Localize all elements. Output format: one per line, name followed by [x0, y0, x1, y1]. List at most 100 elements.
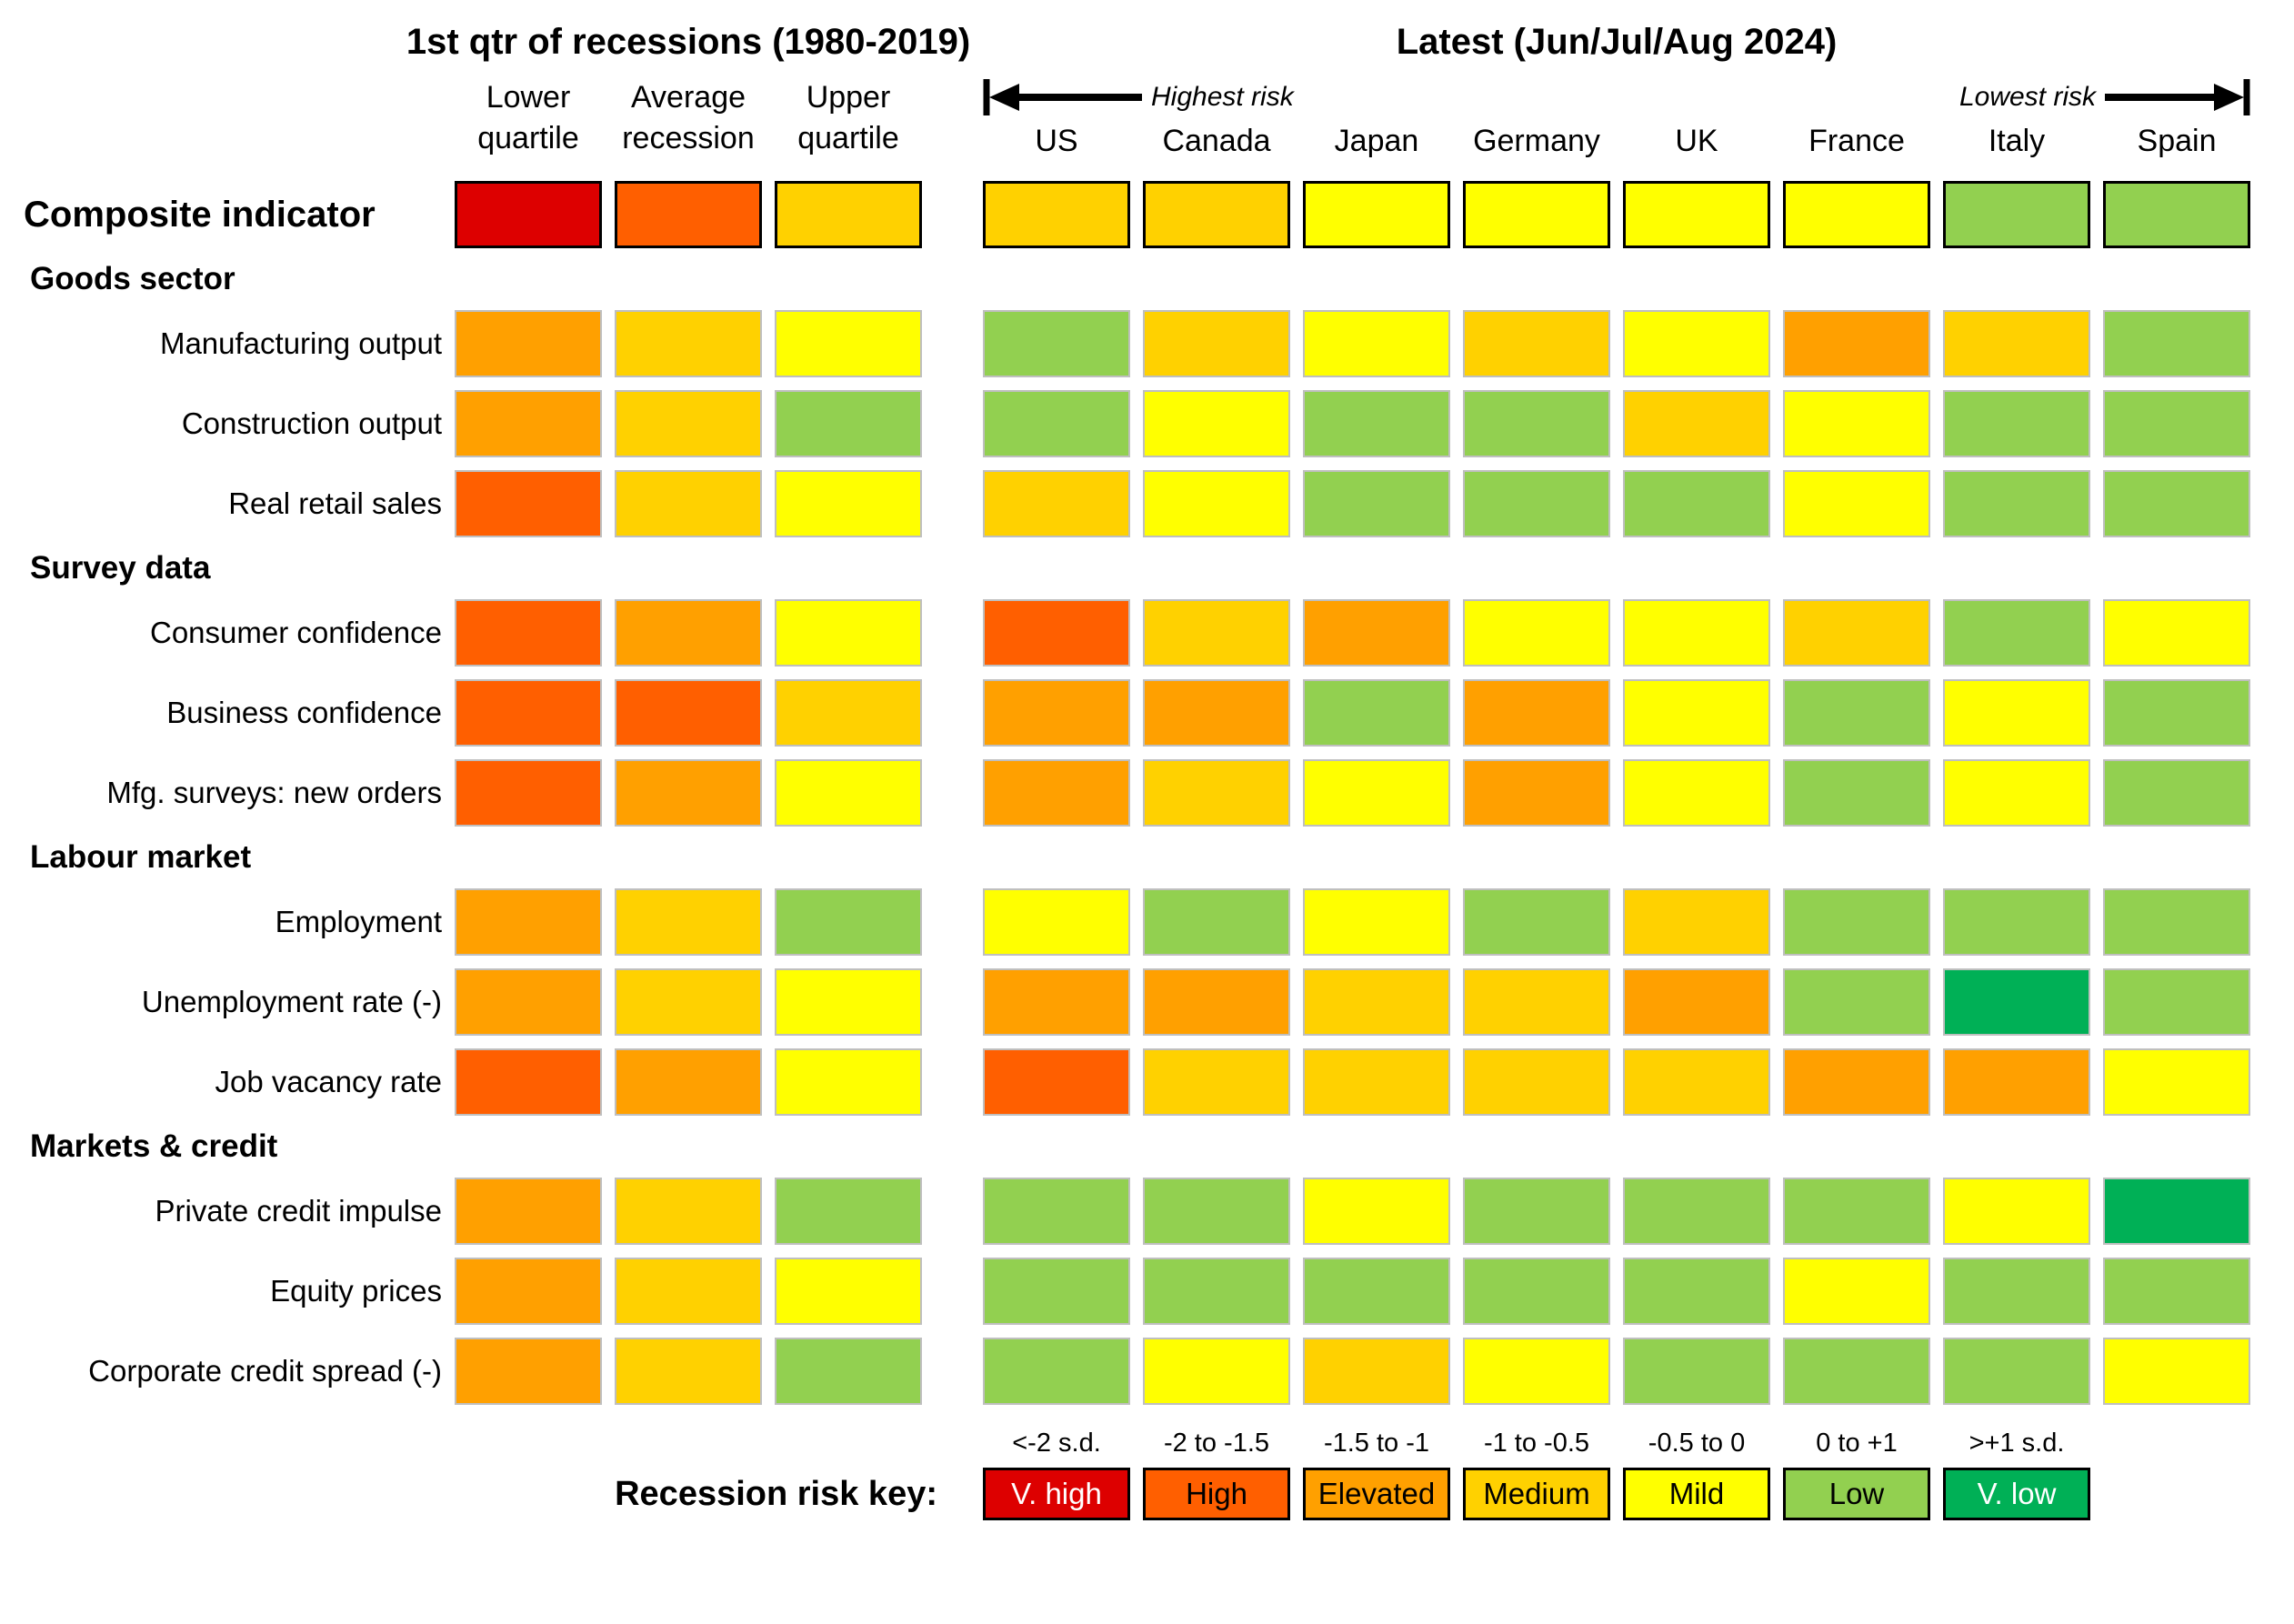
column-header-country: Canada — [1162, 124, 1271, 158]
heatmap-cell — [455, 1258, 602, 1325]
heatmap-cell — [2103, 1338, 2250, 1405]
heatmap-cell — [615, 390, 762, 457]
column-header-country: Italy — [1988, 124, 2046, 158]
heatmap-cell — [2103, 310, 2250, 377]
heatmap-cell — [1143, 1048, 1290, 1116]
heatmap-cell — [1623, 310, 1770, 377]
heatmap-cell — [775, 470, 922, 537]
heatmap-cell — [1143, 390, 1290, 457]
heatmap-cell — [1303, 470, 1450, 537]
heatmap-cell — [1303, 679, 1450, 747]
key-box: High — [1143, 1468, 1290, 1520]
heatmap-cell — [1463, 888, 1610, 956]
column-header-country: France — [1808, 124, 1905, 158]
heatmap-cell — [983, 599, 1130, 667]
heatmap-cell — [2103, 968, 2250, 1036]
heatmap-cell — [1463, 679, 1610, 747]
left-panel-title: 1st qtr of recessions (1980-2019) — [406, 22, 971, 62]
titles-row: 1st qtr of recessions (1980-2019) Latest… — [0, 22, 2294, 63]
row-label: Consumer confidence — [149, 616, 442, 649]
heatmap-cell — [1943, 1338, 2090, 1405]
heatmap-cell — [615, 679, 762, 747]
heatmap-cell — [455, 181, 602, 248]
heatmap-cell — [983, 1258, 1130, 1325]
heatmap-cell — [1943, 1178, 2090, 1245]
heatmap-cell — [775, 1178, 922, 1245]
heatmap-cell — [1783, 968, 1930, 1036]
heatmap-cell — [1623, 599, 1770, 667]
heatmap-cell — [1783, 1178, 1930, 1245]
key-sd-range: <-2 s.d. — [1012, 1429, 1101, 1458]
key-box: V. high — [983, 1468, 1130, 1520]
heatmap-cell — [775, 1048, 922, 1116]
heatmap-cell — [1303, 390, 1450, 457]
row-label: Composite indicator — [24, 194, 376, 235]
key-box: Elevated — [1303, 1468, 1450, 1520]
heatmap-cell — [455, 599, 602, 667]
heatmap-row: Mfg. surveys: new orders — [0, 759, 2294, 827]
heatmap-cell — [1623, 1258, 1770, 1325]
heatmap-cell — [1943, 599, 2090, 667]
heatmap-cell — [1303, 1258, 1450, 1325]
heatmap-cell — [983, 1338, 1130, 1405]
section-header: Goods sector — [30, 261, 235, 296]
heatmap-row: Consumer confidence — [0, 599, 2294, 667]
heatmap-cell — [1463, 1178, 1610, 1245]
heatmap-cell — [1783, 1048, 1930, 1116]
key-box: Mild — [1623, 1468, 1770, 1520]
heatmap-cell — [2103, 679, 2250, 747]
heatmap-cell — [1303, 599, 1450, 667]
heatmap-cell — [1623, 390, 1770, 457]
heatmap-rows: Composite indicator Goods sector Manufactu… — [0, 181, 2294, 1405]
row-label: Manufacturing output — [159, 326, 442, 360]
heatmap-cell — [1623, 759, 1770, 827]
heatmap-cell — [455, 679, 602, 747]
recession-risk-heatmap: 1st qtr of recessions (1980-2019) Latest… — [0, 22, 2294, 1520]
key-sd-range: -1 to -0.5 — [1483, 1429, 1590, 1458]
column-header-country: UK — [1675, 124, 1718, 158]
heatmap-cell — [1783, 1258, 1930, 1325]
heatmap-cell — [1463, 599, 1610, 667]
heatmap-cell — [983, 470, 1130, 537]
column-header-recession: Upper quartile — [797, 80, 899, 156]
heatmap-cell — [615, 968, 762, 1036]
heatmap-row: Private credit impulse — [0, 1178, 2294, 1245]
heatmap-cell — [1143, 679, 1290, 747]
heatmap-cell — [615, 1258, 762, 1325]
column-header-recession: Average recession — [622, 80, 755, 156]
heatmap-cell — [1623, 1338, 1770, 1405]
heatmap-cell — [983, 310, 1130, 377]
column-header-recession: Lower quartile — [477, 80, 579, 156]
key-label: Recession risk key: — [615, 1474, 937, 1513]
heatmap-cell — [983, 759, 1130, 827]
row-label: Equity prices — [270, 1274, 442, 1308]
heatmap-cell — [1303, 888, 1450, 956]
heatmap-cell — [983, 1178, 1130, 1245]
key-box: V. low — [1943, 1468, 2090, 1520]
column-headers: Highest risk Lowest risk Lower quartile A… — [0, 74, 2294, 163]
heatmap-cell — [1783, 470, 1930, 537]
heatmap-cell — [615, 470, 762, 537]
heatmap-cell — [1943, 470, 2090, 537]
heatmap-cell — [983, 679, 1130, 747]
heatmap-cell — [983, 181, 1130, 248]
heatmap-cell — [775, 310, 922, 377]
heatmap-cell — [1783, 759, 1930, 827]
heatmap-cell — [1143, 888, 1290, 956]
heatmap-cell — [1143, 1258, 1290, 1325]
heatmap-cell — [1463, 1048, 1610, 1116]
heatmap-row: Manufacturing output — [0, 310, 2294, 377]
heatmap-cell — [2103, 759, 2250, 827]
heatmap-cell — [775, 599, 922, 667]
heatmap-cell — [1463, 470, 1610, 537]
highest-risk-label: Highest risk — [1151, 82, 1294, 112]
row-label: Real retail sales — [228, 486, 442, 520]
heatmap-cell — [1623, 888, 1770, 956]
heatmap-cell — [455, 1178, 602, 1245]
heatmap-cell — [775, 679, 922, 747]
key-sd-range: >+1 s.d. — [1968, 1429, 2065, 1458]
heatmap-cell — [1623, 1178, 1770, 1245]
heatmap-cell — [1943, 759, 2090, 827]
heatmap-cell — [615, 599, 762, 667]
heatmap-cell — [1463, 968, 1610, 1036]
